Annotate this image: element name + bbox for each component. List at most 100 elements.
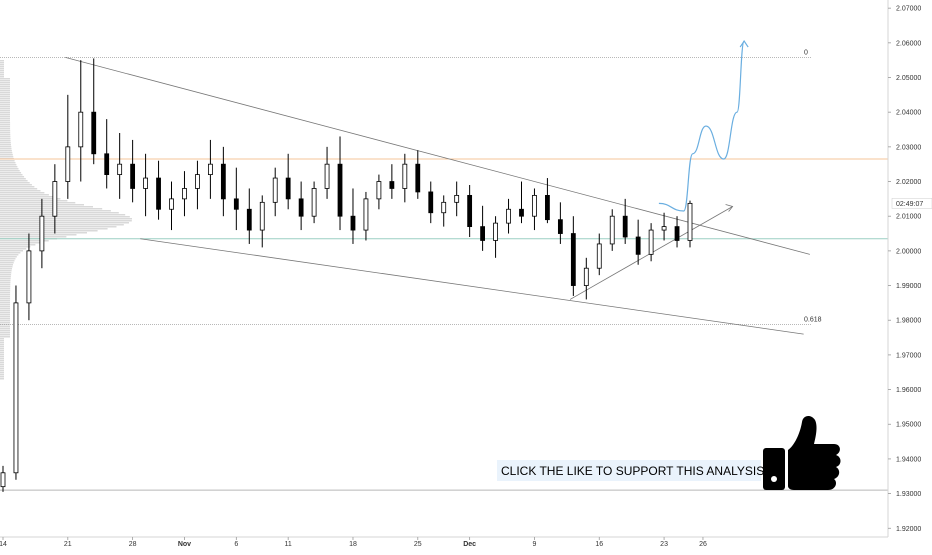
- volume-profile-bar: [0, 164, 17, 166]
- x-tick-label: 16: [595, 541, 603, 548]
- volume-profile-bar: [0, 270, 12, 272]
- volume-profile-bar: [0, 276, 11, 278]
- volume-profile-bar: [0, 368, 4, 370]
- candle-body: [207, 163, 213, 175]
- candle-body: [337, 163, 343, 217]
- candle-body: [687, 202, 693, 241]
- volume-profile-bar: [0, 334, 10, 336]
- candle-body: [648, 229, 654, 255]
- volume-profile-bar: [0, 78, 10, 80]
- volume-profile-bar: [0, 72, 4, 74]
- volume-profile-bar: [0, 90, 10, 92]
- x-tick-label: Nov: [178, 541, 191, 548]
- volume-profile-bar: [0, 308, 10, 310]
- volume-profile-bar: [0, 282, 11, 284]
- volume-profile-bar: [0, 94, 10, 96]
- volume-profile-bar: [0, 240, 49, 242]
- y-tick-label: 2.04000: [896, 110, 921, 117]
- candle-body: [532, 194, 537, 217]
- x-tick-label: 11: [285, 541, 292, 548]
- volume-profile-bar: [0, 376, 4, 378]
- volume-profile-bar: [0, 290, 11, 292]
- volume-profile-bar: [0, 300, 10, 302]
- candle-body: [480, 226, 486, 241]
- candle-body: [246, 208, 252, 231]
- volume-profile-bar: [0, 154, 13, 156]
- volume-profile-bar: [0, 338, 4, 340]
- volume-profile-bar: [0, 138, 11, 140]
- volume-profile-bar: [0, 278, 11, 280]
- volume-profile-bar: [0, 188, 38, 190]
- volume-profile-bar: [0, 118, 10, 120]
- volume-profile-bar: [0, 226, 117, 228]
- volume-profile-bar: [0, 190, 41, 192]
- rising-support-arrowhead: [725, 204, 734, 212]
- volume-profile-bar: [0, 268, 12, 270]
- volume-profile-bar: [0, 84, 10, 86]
- candle-body: [143, 177, 148, 189]
- volume-profile-bar: [0, 64, 4, 66]
- volume-profile-bar: [0, 132, 11, 134]
- candle-body: [570, 233, 576, 286]
- candle-body: [233, 198, 239, 210]
- candle-body: [415, 163, 421, 193]
- candle-body: [467, 194, 473, 228]
- volume-profile-bar: [0, 242, 42, 244]
- volume-profile-bar: [0, 110, 10, 112]
- volume-profile-bar: [0, 134, 11, 136]
- volume-profile-bar: [0, 352, 4, 354]
- volume-profile-bar: [0, 374, 4, 376]
- volume-profile-bar: [0, 178, 26, 180]
- volume-profile-bar: [0, 174, 23, 176]
- y-tick-label: 2.00000: [896, 248, 921, 255]
- volume-profile-bar: [0, 302, 10, 304]
- volume-profile-bar: [0, 186, 35, 188]
- candle-body: [609, 215, 615, 245]
- candle-body: [376, 181, 382, 200]
- candle-body: [39, 215, 45, 252]
- y-tick-label: 1.93000: [896, 491, 921, 498]
- volume-profile-bar: [0, 246, 31, 248]
- volume-profile-bar: [0, 256, 17, 258]
- volume-profile-bar: [0, 128, 11, 130]
- volume-profile-bar: [0, 322, 10, 324]
- candle-body: [545, 194, 550, 221]
- candle-body: [454, 194, 460, 203]
- y-tick-label: 1.96000: [896, 387, 921, 394]
- volume-profile-bar: [0, 342, 4, 344]
- volume-profile-bar: [0, 170, 20, 172]
- volume-profile-bar: [0, 80, 10, 82]
- x-tick-label: 28: [129, 541, 137, 548]
- candle-body: [674, 226, 680, 241]
- volume-profile-bar: [0, 220, 132, 222]
- volume-profile-bar: [0, 310, 10, 312]
- x-tick-label: 6: [234, 541, 238, 548]
- volume-profile-bar: [0, 218, 132, 220]
- candle-body: [311, 188, 317, 217]
- volume-profile-bar: [0, 196, 55, 198]
- volume-profile-bar: [0, 328, 10, 330]
- volume-profile-bar: [0, 160, 15, 162]
- candle-body: [272, 177, 278, 203]
- volume-profile-bar: [0, 292, 11, 294]
- volume-profile-bar: [0, 332, 10, 334]
- candles: [0, 58, 693, 492]
- volume-profile-bar: [0, 96, 10, 98]
- volume-profile-bar: [0, 104, 10, 106]
- volume-profile-bar: [0, 272, 12, 274]
- volume-profile-bar: [0, 172, 22, 174]
- volume-profile-bar: [0, 252, 21, 254]
- volume-profile-bar: [0, 162, 16, 164]
- volume-profile-bar: [0, 114, 10, 116]
- volume-profile-bar: [0, 212, 119, 214]
- candle-body: [583, 267, 589, 286]
- volume-profile-bar: [0, 366, 4, 368]
- volume-profile-bar: [0, 198, 61, 200]
- volume-profile-bar: [0, 234, 77, 236]
- candle-body: [350, 215, 356, 231]
- y-tick-label: 1.92000: [896, 526, 921, 533]
- candle-body: [195, 174, 200, 189]
- volume-profile-bar: [0, 236, 67, 238]
